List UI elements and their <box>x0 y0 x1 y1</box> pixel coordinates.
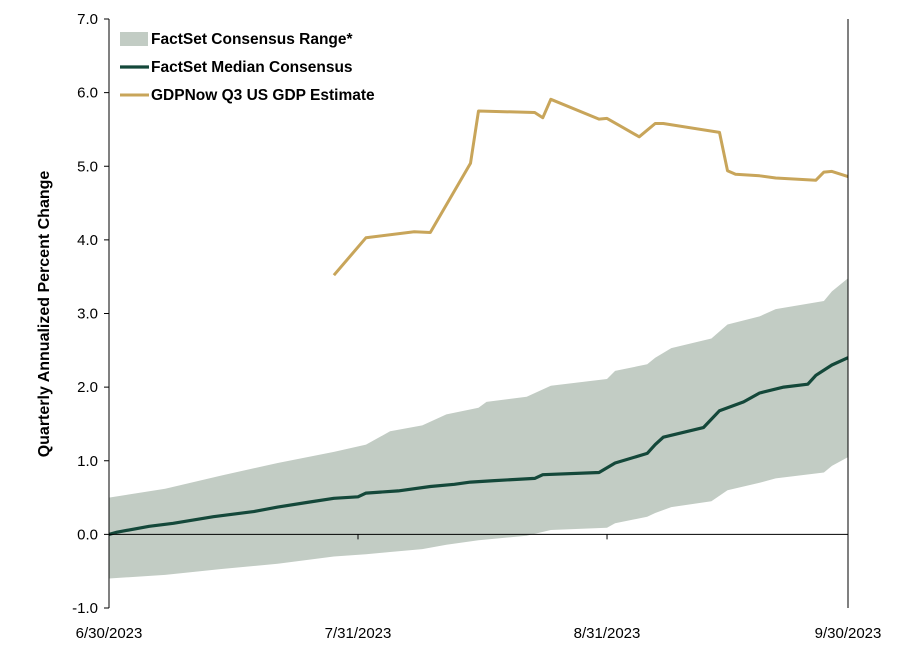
y-tick-label: 7.0 <box>77 11 98 28</box>
y-axis-title: Quarterly Annualized Percent Change <box>36 171 53 458</box>
x-tick-label: 7/31/2023 <box>325 625 392 642</box>
legend-label-factset-median-consensus: FactSet Median Consensus <box>151 59 353 76</box>
legend-label-gdpnow-q3-us-gdp-estimate: GDPNow Q3 US GDP Estimate <box>151 87 375 104</box>
y-tick-label: -1.0 <box>72 600 98 617</box>
y-tick-label: 0.0 <box>77 526 98 543</box>
series-area-factset-consensus-range <box>109 278 848 579</box>
y-tick-label: 4.0 <box>77 232 98 249</box>
axis-layer: 7.0 6.0 5.0 4.0 3.0 2.0 1.0 0.0 -1.0 6/30/2023 7/3… <box>72 11 881 642</box>
y-tick-label: 3.0 <box>77 306 98 323</box>
y-tick-label: 2.0 <box>77 379 98 396</box>
area-layer <box>109 278 848 579</box>
x-tick-label: 9/30/2023 <box>815 625 882 642</box>
legend: FactSet Consensus Range* FactSet Median C… <box>120 31 375 104</box>
y-tick-label: 5.0 <box>77 158 98 175</box>
y-tick-label: 6.0 <box>77 85 98 102</box>
series-line-factset-median-consensus <box>108 356 849 536</box>
y-tick-label: 1.0 <box>77 453 98 470</box>
x-tick-label: 6/30/2023 <box>76 625 143 642</box>
legend-swatch-factset-consensus-range <box>120 32 148 46</box>
legend-label-factset-consensus-range: FactSet Consensus Range* <box>151 31 354 48</box>
line-layer <box>108 97 849 536</box>
x-tick-label: 8/31/2023 <box>574 625 641 642</box>
series-line-gdpnow-q3-us-gdp-estimate <box>332 97 849 277</box>
